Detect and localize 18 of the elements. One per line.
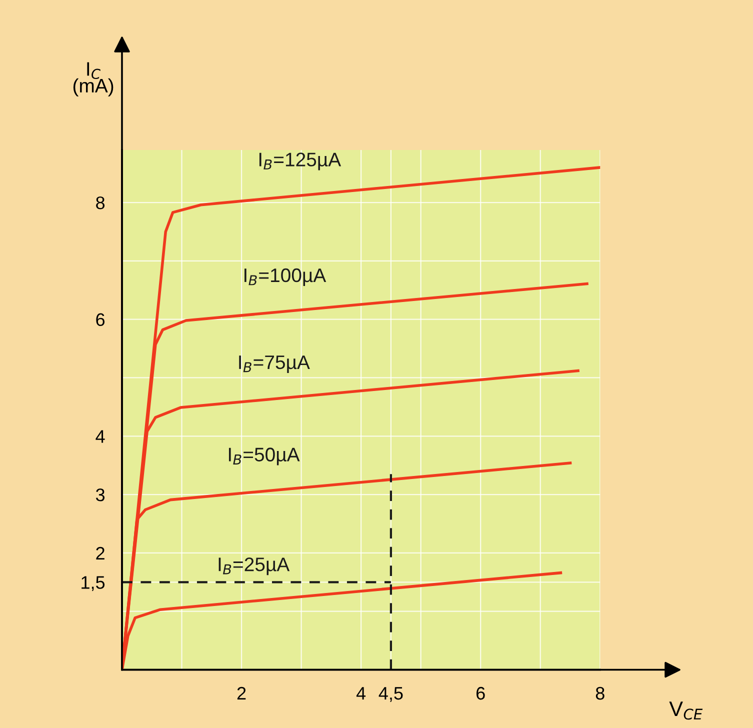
y-tick-label: 2	[96, 546, 104, 560]
series-label: I$_{B}$=100µA	[244, 268, 326, 286]
x-axis-title: V$_{CE}$	[669, 702, 703, 720]
series-label: I$_{B}$=75µA	[239, 356, 310, 373]
series-label: I$_{B}$=50µA	[228, 448, 300, 466]
y-tick-label: 6	[96, 313, 105, 326]
x-tick-label: 6	[476, 686, 485, 700]
x-tick-label: 4,5	[378, 687, 403, 702]
series-label: I$_{B}$=25µA	[218, 557, 290, 576]
y-tick-label: 3	[96, 488, 105, 502]
y-axis-title: I$_{C}$ (mA)	[73, 62, 114, 96]
x-tick-label: 2	[237, 686, 246, 700]
y-tick-label: 8	[96, 196, 105, 210]
y-tick-label: 1,5	[82, 576, 105, 592]
series-label: I$_{B}$=125µA	[259, 152, 342, 170]
x-tick-label: 8	[596, 686, 604, 700]
y-tick-label: 4	[96, 430, 105, 443]
x-tick-label: 4	[356, 687, 366, 700]
